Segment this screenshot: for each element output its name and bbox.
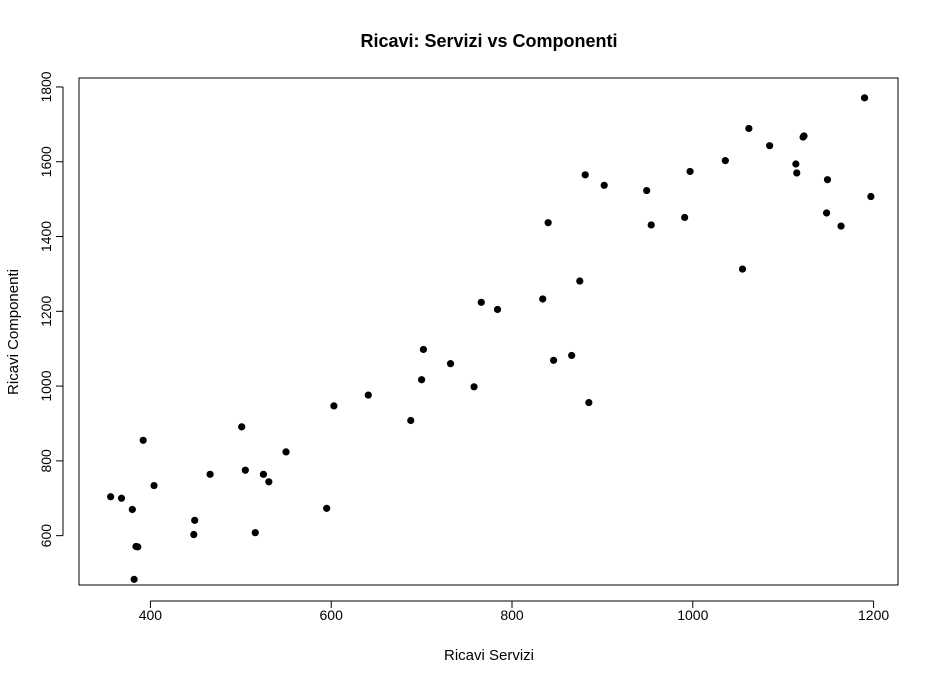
- data-point: [686, 167, 694, 176]
- data-point: [643, 186, 651, 195]
- data-point: [117, 494, 126, 502]
- data-point: [323, 504, 331, 512]
- y-tick-label: 800: [38, 449, 54, 473]
- data-point: [251, 529, 259, 537]
- y-axis-label: Ricavi Componenti: [5, 269, 22, 395]
- y-tick-label: 600: [38, 524, 54, 548]
- data-point: [419, 345, 428, 354]
- data-point: [792, 160, 800, 168]
- data-point: [282, 448, 290, 456]
- data-point: [107, 493, 115, 501]
- data-point: [241, 466, 249, 474]
- data-point: [191, 516, 199, 524]
- data-point: [493, 305, 502, 314]
- data-point: [134, 543, 142, 551]
- x-tick-label: 1200: [858, 607, 889, 623]
- data-point: [800, 132, 808, 140]
- data-point: [330, 402, 338, 410]
- data-point: [721, 157, 729, 165]
- y-tick-label: 1200: [38, 296, 54, 327]
- y-axis: 600 800 1000 1200 1400 1600 1800: [38, 71, 64, 548]
- data-point: [837, 222, 845, 230]
- y-tick-label: 1000: [38, 370, 54, 401]
- x-axis-label: Ricavi Servizi: [444, 647, 534, 664]
- data-point: [766, 142, 774, 150]
- x-tick-label: 400: [139, 607, 163, 623]
- data-point: [860, 94, 869, 102]
- data-point: [139, 436, 147, 444]
- data-point: [265, 478, 273, 486]
- x-axis: 400 600 800 1000 1200: [139, 600, 889, 623]
- data-point: [238, 423, 246, 431]
- data-point: [470, 383, 478, 391]
- data-point: [585, 398, 593, 407]
- data-point: [581, 171, 589, 179]
- data-point: [190, 530, 198, 539]
- data-point: [823, 176, 832, 184]
- data-point: [206, 470, 214, 478]
- data-point: [822, 209, 831, 217]
- data-point: [738, 265, 747, 273]
- data-point: [128, 505, 136, 514]
- y-tick-label: 1600: [38, 146, 54, 177]
- data-point: [364, 391, 372, 399]
- data-points: [107, 94, 875, 583]
- data-point: [681, 213, 689, 222]
- plot-frame: [78, 77, 899, 586]
- chart-title: Ricavi: Servizi vs Componenti: [360, 31, 617, 51]
- data-point: [867, 192, 875, 201]
- x-tick-label: 600: [320, 607, 344, 623]
- y-tick-label: 1400: [38, 221, 54, 252]
- data-point: [418, 376, 426, 384]
- data-point: [259, 470, 268, 478]
- data-point: [446, 360, 455, 368]
- data-point: [150, 481, 158, 490]
- data-point: [568, 351, 576, 360]
- data-point: [576, 277, 584, 285]
- data-point: [477, 298, 485, 306]
- data-point: [407, 416, 415, 425]
- data-point: [745, 124, 753, 133]
- data-point: [130, 575, 138, 583]
- data-point: [539, 295, 547, 303]
- data-point: [647, 221, 655, 229]
- y-tick-label: 1800: [38, 71, 54, 102]
- data-point: [549, 356, 558, 364]
- x-tick-label: 800: [500, 607, 524, 623]
- x-tick-label: 1000: [677, 607, 708, 623]
- data-point: [544, 219, 552, 227]
- data-point: [793, 169, 801, 177]
- data-point: [600, 181, 608, 189]
